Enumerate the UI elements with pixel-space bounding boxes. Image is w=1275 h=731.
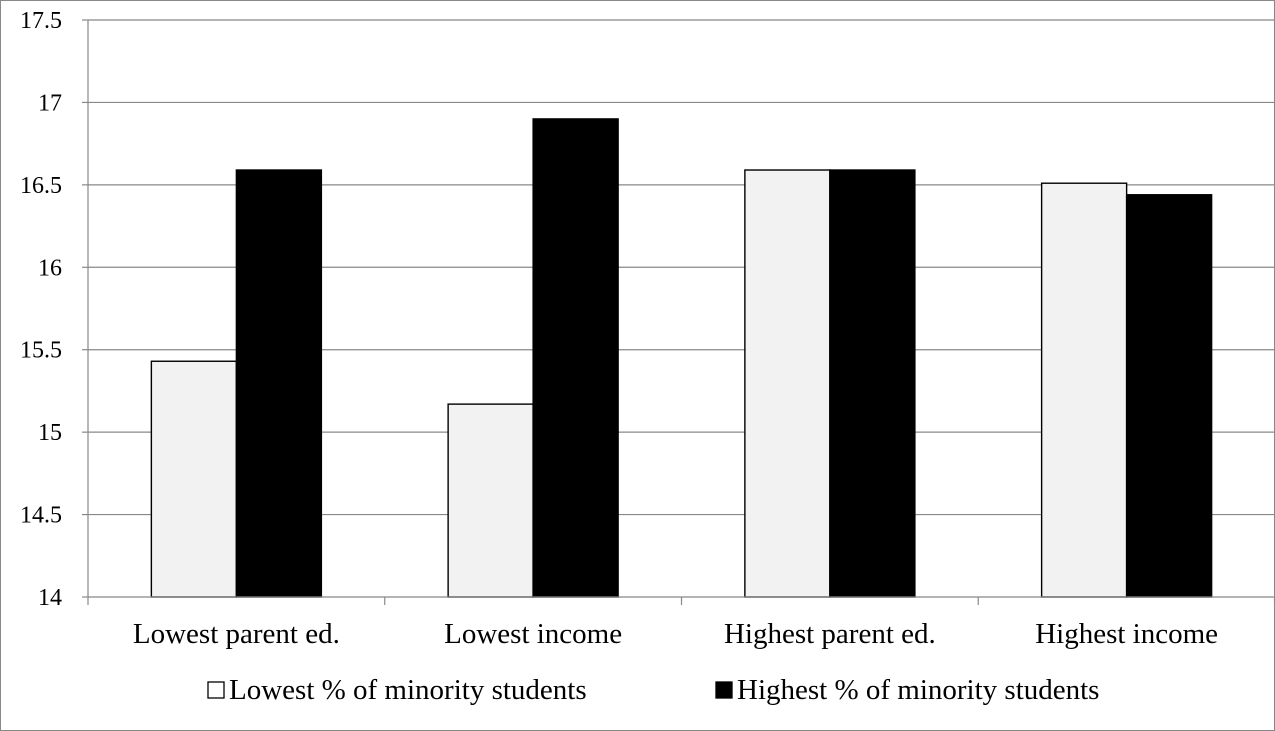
y-tick-label: 16 <box>38 255 62 281</box>
bar-lowest-minority <box>744 169 831 598</box>
x-category-label: Lowest income <box>444 618 622 650</box>
legend: Lowest % of minority students Highest % o… <box>207 674 1099 706</box>
bar-highest-minority <box>532 118 619 598</box>
y-tick-label: 16.5 <box>20 173 62 199</box>
bar-lowest-minority <box>150 360 238 598</box>
y-tick-label: 14.5 <box>20 503 62 529</box>
y-axis-ticks: 14 14.5 15 15.5 16 16.5 17 17.5 <box>20 8 62 611</box>
bar-lowest-minority <box>447 403 534 598</box>
x-category-label: Highest income <box>1035 618 1218 650</box>
bar-highest-minority <box>1125 194 1213 598</box>
y-tick-label: 17.5 <box>20 8 62 34</box>
bars <box>150 118 1213 598</box>
y-tick-label: 15.5 <box>20 338 62 364</box>
bar-lowest-minority <box>1040 182 1128 598</box>
bar-highest-minority <box>235 169 323 598</box>
x-axis-labels: Lowest parent ed. Lowest income Highest pa… <box>133 618 1218 650</box>
legend-swatch <box>207 681 225 699</box>
y-tick-label: 14 <box>38 585 62 611</box>
legend-swatch <box>715 681 733 699</box>
y-tick-label: 17 <box>38 90 62 116</box>
legend-label: Highest % of minority students <box>737 674 1099 706</box>
y-tick-label: 15 <box>38 420 62 446</box>
x-category-label: Lowest parent ed. <box>133 618 340 650</box>
legend-label: Lowest % of minority students <box>229 674 587 706</box>
bar-highest-minority <box>829 169 916 598</box>
x-category-label: Highest parent ed. <box>724 618 936 650</box>
